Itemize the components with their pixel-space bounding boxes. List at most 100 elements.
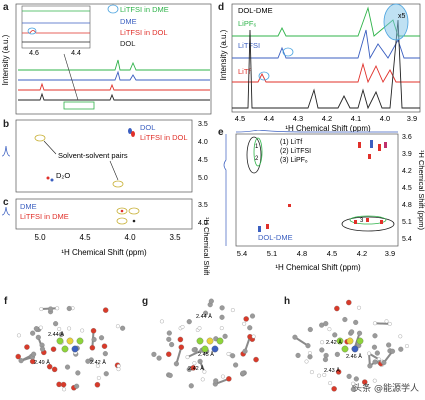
panel-e-side-projection [223,134,227,246]
atom [367,351,371,356]
atom [317,373,322,378]
atom [186,319,192,325]
atom [357,330,363,336]
atom [197,326,202,331]
atom [116,367,121,372]
atom [233,362,239,368]
atom [166,336,172,342]
panel-e-frame [235,133,399,247]
panel-d-label-2: LiTFSI [238,41,260,50]
panel-a-zoom-box [63,101,95,110]
atom [398,334,403,339]
panel-label-g: g [142,296,149,307]
molecular-structures: 2.44 Å 2.49 Å 2.42 Å 2.44 Å 2.45 Å 2.42 … [15,298,409,392]
panel-d-title: DOL-DME [238,6,273,15]
atom [351,381,356,386]
panel-g-dist-1: 2.44 Å [196,313,212,320]
panel-e-xtick-4: 4.5 [327,249,337,258]
peak-c-ring-3 [116,217,128,225]
peak-e-9 [354,220,357,224]
atom [30,330,36,336]
panel-e-ytick-5: 4.8 [402,202,412,209]
atom [173,361,179,367]
panel-e-xtick-2: 5.1 [267,249,277,258]
atom [39,307,44,312]
anion-atom [216,337,224,345]
atom [371,344,378,350]
atom [94,381,101,388]
atom [202,369,207,374]
peak-e-2 [370,140,373,148]
atom [389,348,396,354]
atom [350,386,356,392]
atom [295,352,301,358]
panel-g-dist-2: 2.45 Å [198,351,214,358]
atom [190,365,197,371]
atom [328,381,333,386]
atom [219,326,224,331]
panel-e-mark-2: 2 [255,156,259,162]
panel-e-sample: DOL-DME [258,233,293,242]
atom [191,347,197,353]
panel-d-zoom: x5 [398,13,406,20]
panel-h-dist-3: 2.43 Å [324,367,340,374]
atom [51,366,58,373]
anion-atom [341,345,349,353]
peak-b-2 [131,131,135,137]
bond [175,346,183,365]
peak-e-11 [380,220,383,224]
peak-e-10 [366,218,369,222]
atom [75,370,81,376]
panel-b-ytick-1: 3.5 [198,121,208,128]
atom [349,329,355,335]
panel-d-label-1: LiPF₆ [238,19,256,28]
panel-e-top-projection [235,130,398,133]
atom [101,343,108,349]
atom [387,321,392,326]
panel-c-ytick-1: 3.5 [198,202,208,209]
panel-e-ytick-3: 4.2 [402,168,412,175]
panel-f-dist-3: 2.42 Å [90,359,106,366]
panel-e-ring-4 [349,215,387,225]
panel-c-xtick-3: 4.0 [124,233,136,242]
atom [38,325,43,330]
atom [64,364,71,370]
panel-a-ylabel: Intensity (a.u.) [1,34,10,85]
inset-line-litfsi-dol [22,30,90,34]
anion-atom [201,345,209,353]
panel-d-xtick-6: 4.0 [380,114,390,123]
panel-c-ylabel: ¹H Chemical Shift (ppm) [202,217,211,275]
peak-e-3 [378,144,381,151]
atom [372,378,377,383]
atom [304,359,309,364]
pair-ring-1 [34,134,46,142]
pair-ring-2 [112,180,124,188]
peak-c-ring-2 [128,207,140,215]
panel-h-dist-2: 2.46 Å [346,353,362,360]
legend-a-highlight [107,4,119,14]
atom [90,328,97,334]
legend-c-1: DME [20,202,37,211]
atom [331,386,337,392]
peak-e-6 [258,226,261,232]
panel-d-xlabel: ¹H Chemical Shift (ppm) [285,124,371,132]
atom [89,344,96,351]
atom [374,350,380,356]
atom [226,351,231,356]
panel-e-mark-1: 1 [255,144,259,150]
panel-b-frame [15,119,193,193]
atom [353,319,359,325]
atom [219,314,225,320]
anion-atom [211,345,219,353]
atom [342,316,348,323]
atom [67,326,72,331]
atom [33,326,39,332]
legend-e-1: (1) LiTf [280,139,302,146]
anion-atom [61,345,69,353]
atom [103,371,109,377]
atom [151,351,157,357]
panel-c-xlabel: ¹H Chemical Shift (ppm) [61,248,147,257]
panel-d-xtick-7: 3.9 [407,114,417,123]
atoms-and-bonds [15,298,409,392]
atom [35,334,41,340]
